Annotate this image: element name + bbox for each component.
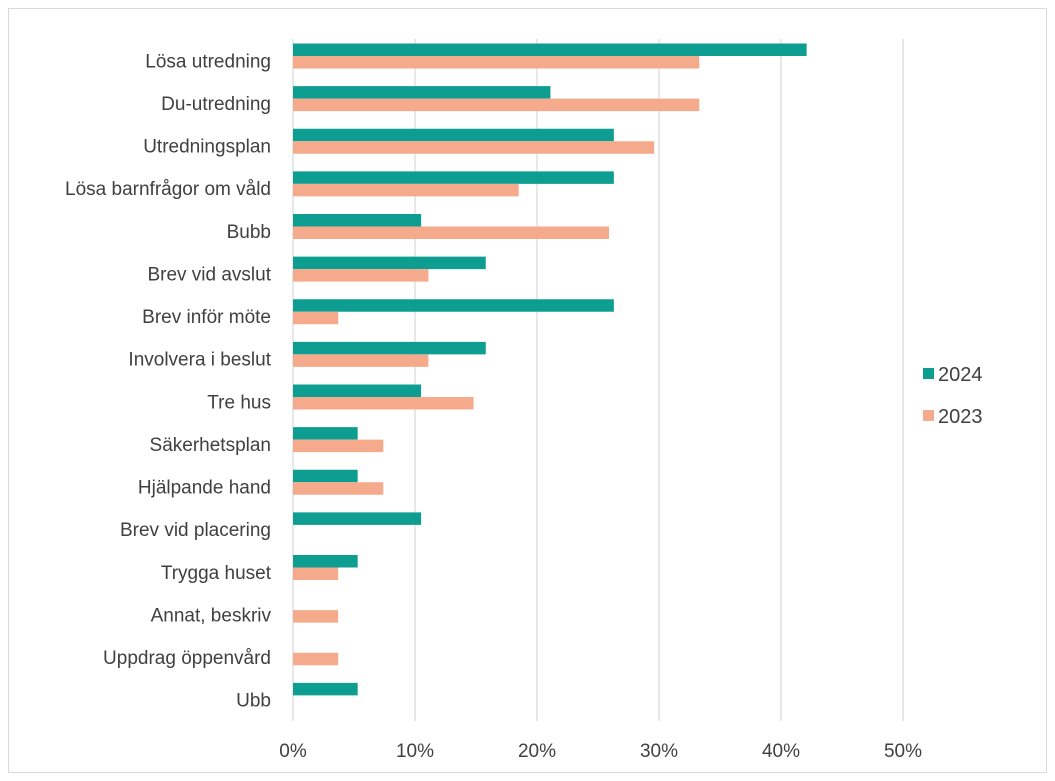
chart-area: Lösa utredning Du-utredning Utredningspla…: [8, 8, 1047, 773]
category-label: Bubb: [227, 222, 271, 243]
legend-label: 2024: [938, 364, 983, 386]
category-label: Trygga huset: [161, 563, 272, 584]
category-label: Lösa barnfrågor om våld: [65, 179, 271, 200]
bar-2023: [293, 56, 700, 69]
x-tick-label: 0%: [279, 741, 307, 762]
bar-2024: [293, 682, 358, 696]
bar-2024: [293, 555, 358, 568]
bar-2023: [293, 98, 700, 112]
bar-2023: [293, 269, 429, 282]
bar-2023: [293, 226, 609, 239]
legend-label: 2023: [938, 406, 983, 428]
bar-2024: [293, 341, 486, 355]
bar-chart: Lösa utredning Du-utredning Utredningspla…: [65, 39, 983, 762]
bar-2024: [293, 128, 614, 142]
bar-2024: [293, 86, 551, 99]
category-label: Brev vid placering: [120, 520, 271, 541]
bar-2023: [293, 183, 519, 197]
category-label: Involvera i beslut: [128, 350, 271, 371]
bar-2023: [293, 311, 339, 325]
x-tick-label: 50%: [884, 741, 922, 762]
bar-2023: [293, 482, 384, 495]
category-label: Ubb: [236, 691, 271, 712]
bar-2024: [293, 171, 614, 184]
bar-2024: [293, 469, 358, 483]
bar-2023: [293, 439, 384, 453]
bar-2024: [293, 512, 422, 525]
legend-swatch-2024: [923, 368, 934, 379]
bar-2023: [293, 567, 339, 580]
category-label: Säkerhetsplan: [150, 435, 271, 456]
bar-2023: [293, 141, 655, 154]
category-label: Annat, beskriv: [151, 605, 272, 626]
bar-2024: [293, 299, 614, 312]
category-label: Utredningsplan: [143, 137, 271, 158]
category-label: Tre hus: [207, 392, 271, 413]
bar-2023: [293, 652, 339, 666]
category-label: Hjälpande hand: [138, 478, 271, 499]
x-tick-label: 10%: [396, 741, 434, 762]
bar-2023: [293, 610, 339, 623]
x-tick-label: 30%: [640, 741, 678, 762]
bar-2024: [293, 427, 358, 440]
x-tick-label: 40%: [762, 741, 800, 762]
category-label: Du-utredning: [161, 94, 271, 115]
category-label: Uppdrag öppenvård: [103, 648, 271, 669]
bar-2024: [293, 384, 422, 397]
bar-2023: [293, 354, 429, 367]
category-label: Brev inför möte: [142, 307, 271, 328]
legend-swatch-2023: [923, 410, 934, 421]
x-tick-label: 20%: [518, 741, 556, 762]
category-label: Lösa utredning: [145, 51, 271, 72]
bar-2024: [293, 214, 422, 227]
bar-2024: [293, 256, 486, 270]
bar-2024: [293, 43, 807, 56]
category-label: Brev vid avslut: [147, 264, 271, 285]
bar-2023: [293, 397, 474, 410]
